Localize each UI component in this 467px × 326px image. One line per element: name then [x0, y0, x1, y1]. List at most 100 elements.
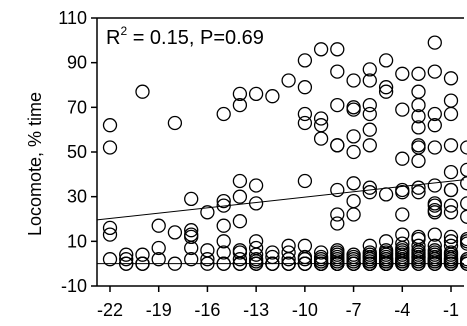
data-point [411, 66, 426, 81]
data-point [378, 187, 394, 202]
data-point [313, 245, 329, 260]
data-point [395, 151, 410, 166]
data-point [330, 64, 345, 79]
data-point [232, 245, 248, 260]
data-point [281, 256, 296, 271]
y-tick-label: 110 [58, 8, 87, 28]
data-point [395, 207, 410, 222]
data-point [313, 256, 329, 271]
data-point [232, 256, 248, 271]
data-point [460, 256, 467, 271]
data-point [411, 120, 426, 135]
data-point [362, 106, 377, 122]
y-tick-label: 90 [67, 53, 87, 73]
r2-exponent: 2 [120, 24, 127, 38]
data-point [378, 80, 394, 95]
data-point [427, 256, 442, 271]
data-point [216, 193, 231, 209]
data-point [184, 252, 199, 267]
data-point [232, 189, 248, 204]
x-tick-label: -4 [394, 300, 410, 320]
data-point [184, 191, 199, 207]
data-point [378, 53, 394, 68]
data-point [167, 225, 183, 240]
data-point [265, 245, 280, 260]
y-tick-label: 30 [67, 187, 87, 207]
data-point [427, 118, 442, 133]
data-point [427, 205, 442, 220]
data-point [395, 66, 410, 81]
data-point [378, 256, 394, 271]
data-point [151, 240, 166, 256]
data-point [297, 115, 313, 131]
data-point [216, 234, 231, 249]
data-point [232, 252, 248, 267]
data-points [102, 35, 467, 271]
axes [91, 17, 464, 292]
data-point [265, 256, 280, 271]
data-point [232, 86, 248, 102]
data-point [297, 256, 313, 271]
data-point [330, 216, 345, 231]
data-point [216, 198, 231, 213]
data-point [313, 131, 329, 146]
data-point [330, 97, 345, 113]
data-point [427, 198, 442, 213]
data-point [330, 42, 345, 57]
data-point [427, 64, 442, 79]
data-point [443, 138, 459, 153]
data-point [443, 256, 459, 271]
data-point [102, 140, 118, 155]
data-point [411, 84, 426, 99]
data-point [232, 173, 248, 189]
data-point [119, 252, 134, 267]
x-tick-label: -19 [146, 300, 172, 320]
data-point [443, 229, 459, 245]
data-point [248, 178, 264, 193]
data-point [443, 71, 459, 86]
data-point [313, 111, 329, 126]
data-point [135, 256, 150, 271]
data-point [395, 256, 410, 271]
data-point [346, 102, 361, 117]
x-tick-label: -7 [346, 300, 362, 320]
data-point [102, 220, 118, 236]
data-point [362, 256, 377, 271]
data-point [200, 256, 215, 271]
data-point [248, 196, 264, 211]
data-point [265, 249, 280, 265]
data-point [443, 198, 459, 213]
data-point [216, 245, 231, 260]
data-point [135, 84, 150, 99]
data-point [460, 196, 467, 211]
data-point [232, 214, 248, 229]
x-tick-label: -1 [443, 300, 459, 320]
data-point [281, 252, 296, 267]
data-point [281, 73, 296, 88]
data-point [102, 118, 118, 133]
data-point [411, 153, 426, 169]
data-point [443, 205, 459, 220]
data-point [460, 236, 467, 251]
r2-annotation: R2 = 0.15, P=0.69 [106, 24, 264, 49]
regression-line [96, 179, 465, 221]
x-tick-label: -13 [243, 300, 269, 320]
y-tick-label: 50 [67, 142, 87, 162]
data-point [119, 247, 134, 262]
data-point [151, 252, 166, 267]
data-point [216, 256, 231, 271]
data-point [378, 84, 394, 99]
data-point [102, 252, 118, 267]
data-point [362, 138, 377, 153]
data-point [330, 256, 345, 271]
data-point [184, 223, 199, 238]
data-point [411, 97, 426, 113]
data-point [102, 227, 118, 242]
data-point [346, 129, 361, 144]
data-point [248, 247, 264, 262]
data-point [297, 53, 313, 68]
data-point [184, 229, 199, 245]
data-point [346, 256, 361, 271]
data-point [443, 93, 459, 108]
data-point [362, 97, 377, 113]
